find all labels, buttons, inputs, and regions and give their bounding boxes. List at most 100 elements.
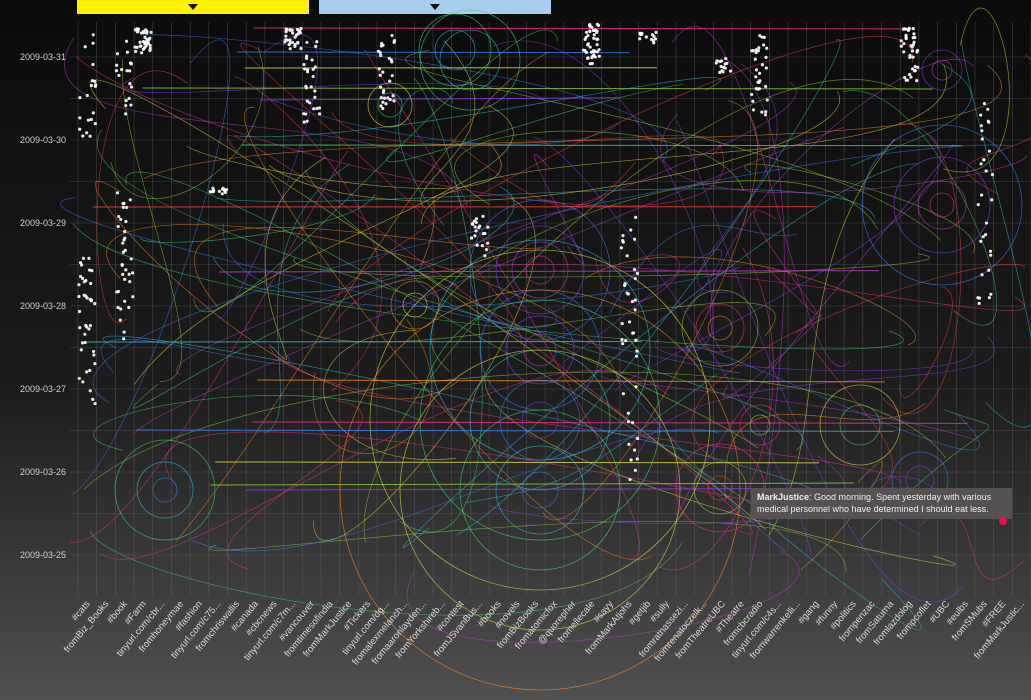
thread-curve [208,521,847,572]
tweet-point [916,65,920,69]
tweet-point [915,48,920,53]
thread-curve [132,127,844,436]
tweet-point [306,70,310,74]
thread-curve [456,39,841,536]
tweet-point [754,75,758,79]
tweet-point [381,100,385,104]
tweet-point [308,101,312,105]
thread-curve [363,79,914,543]
tweet-point [633,237,637,241]
tweet-point [728,69,733,73]
tweet-point [390,60,394,64]
tweet-point [139,44,143,48]
thread-curve [484,377,956,566]
tweet-point [750,92,754,97]
tweet-point [122,337,126,341]
tweet-point [990,173,995,177]
tweet-point [912,40,916,44]
tweet-point [90,269,94,273]
tweet-point [634,385,638,389]
tweet-point [486,241,490,245]
thread-ring [511,241,569,299]
tweet-point [588,24,592,29]
tweet-point [293,35,297,39]
tweet-point [86,118,91,122]
tweet-point [750,49,754,53]
dropdown-1[interactable] [77,0,309,14]
thread-curve [121,58,183,382]
thread-curve [240,43,522,343]
tweet-point [119,217,123,222]
tweet-point [391,94,395,98]
thread-curve [595,254,680,303]
tweet-point [89,298,93,302]
thread-streak [236,51,630,54]
thread-curve [140,193,376,243]
tweet-point [592,36,596,40]
tweet-point [83,45,87,49]
tweet-point [88,324,93,328]
dropdown-2[interactable] [319,0,551,14]
tweet-point [116,224,120,229]
tweet-point [392,99,396,103]
tweet-point [381,106,385,111]
tweet-point [288,27,292,32]
tweet-point [128,69,132,73]
tweet-point [138,40,142,44]
thread-curve [89,79,767,531]
tweet-point [654,30,658,34]
tweet-point [913,65,917,69]
tweet-point [911,55,915,59]
tweet-point [902,42,906,46]
y-tick-label: 2009-03-31 [20,52,66,62]
tweet-point [88,134,92,138]
tweet-point [129,85,134,89]
thread-curve [800,461,884,570]
thread-ring [369,249,711,591]
tweet-point [121,272,125,276]
tweet-point [714,61,718,65]
tweet-point [116,305,120,310]
tweet-point [623,282,627,286]
tweet-point [377,67,381,71]
tweet-point [378,51,382,55]
tweet-point [470,236,474,240]
tweet-point [127,272,131,276]
tweet-point [913,35,917,40]
tweet-point [624,339,628,343]
thread-ring [707,315,733,341]
tweet-point [304,54,309,58]
thread-streak [215,461,819,464]
tweet-point [125,50,130,54]
selection-marker[interactable] [999,517,1007,525]
tweet-point [315,40,319,44]
tweet-point [317,106,322,110]
thread-curve [132,277,459,409]
thread-curve [97,129,804,451]
tweet-point [77,309,82,314]
tweet-point [472,219,476,223]
tweet-point [910,67,915,71]
tweet-point [382,88,386,93]
tweet-point [122,330,126,334]
tweet-point [757,87,761,91]
tweet-point [91,33,95,37]
tweet-point [284,27,288,31]
tweet-point [141,29,145,34]
thread-curve [454,130,744,205]
tweet-point [116,289,121,294]
thread-ring [402,292,428,318]
tweet-point [78,274,83,279]
tweet-point [908,55,912,60]
tweet-point [757,46,761,50]
thread-ring [114,439,216,541]
tweet-point [635,436,640,441]
thread-ring [377,92,403,118]
tweet-point [627,442,631,446]
thread-curve [212,185,515,293]
tweet-point [85,370,89,374]
tweet-point [905,78,910,82]
tweet-point [381,70,385,74]
tweet-point [981,235,985,239]
